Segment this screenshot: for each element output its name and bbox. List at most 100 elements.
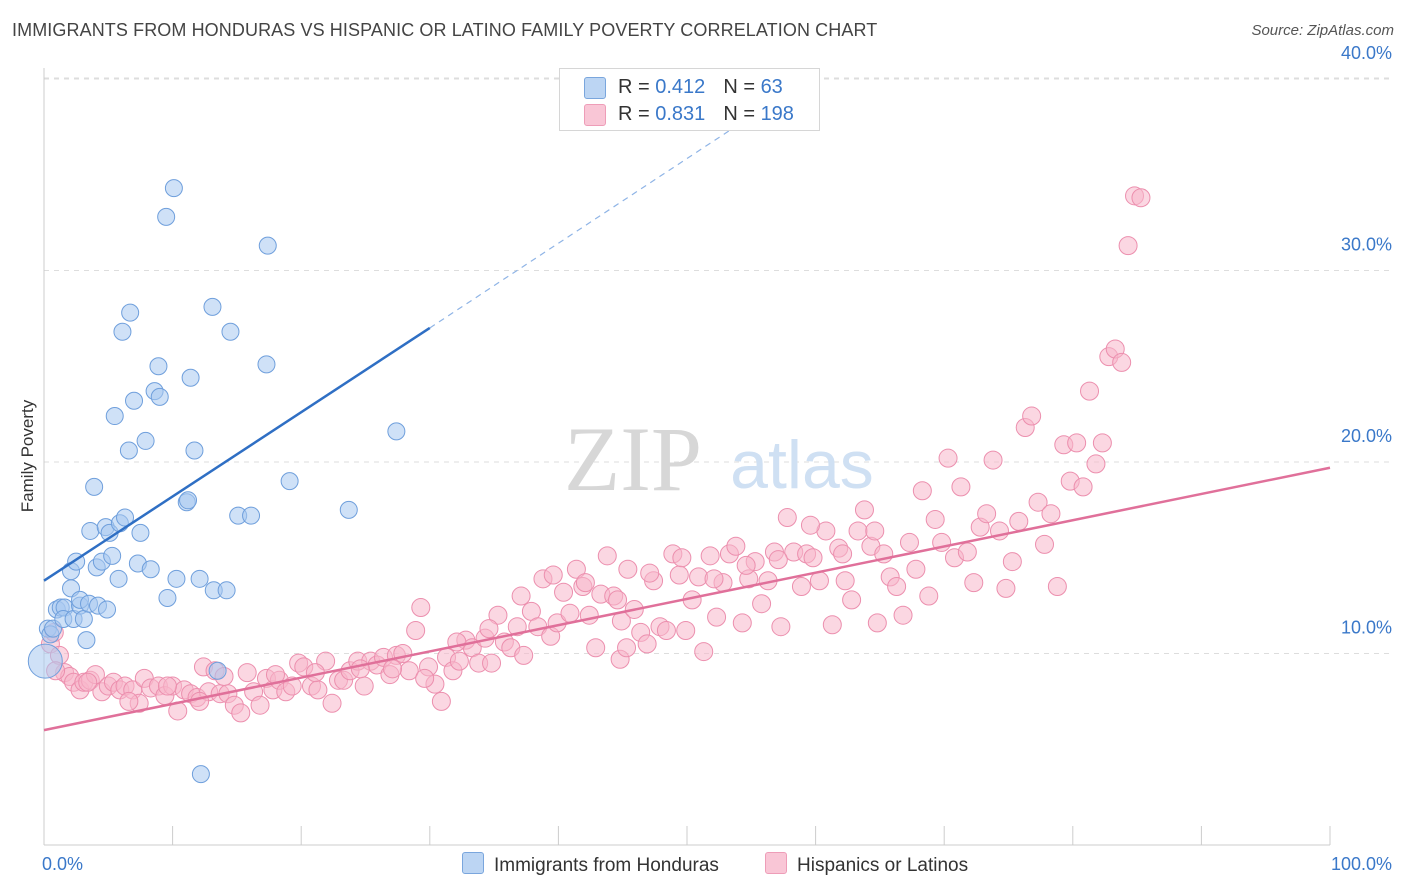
bottom-swatch-blue — [462, 852, 484, 874]
point-honduras — [27, 643, 63, 679]
point-hispanic — [822, 615, 842, 635]
point-hispanic — [560, 603, 580, 623]
point-hispanic — [791, 576, 811, 596]
point-hispanic — [1092, 433, 1112, 453]
point-hispanic — [736, 555, 756, 575]
trend-line-hispanic — [43, 466, 1331, 732]
point-hispanic — [983, 450, 1003, 470]
point-honduras — [150, 387, 169, 406]
point-hispanic — [752, 594, 772, 614]
point-hispanic — [1047, 576, 1067, 596]
point-hispanic — [1073, 477, 1093, 497]
point-hispanic — [1118, 236, 1138, 256]
watermark-zip: ZIP — [564, 408, 702, 510]
x-tick-label-min: 0.0% — [42, 854, 83, 874]
point-hispanic — [867, 613, 887, 633]
point-honduras — [116, 508, 135, 527]
point-hispanic — [865, 521, 885, 541]
legend-text-hispanic: R = 0.831 N = 198 — [618, 103, 794, 125]
point-hispanic — [925, 509, 945, 529]
grid-lines — [44, 77, 1392, 654]
point-hispanic — [322, 693, 342, 713]
point-hispanic — [157, 676, 177, 696]
point-honduras — [217, 581, 236, 600]
point-hispanic — [78, 672, 98, 692]
chart-title: IMMIGRANTS FROM HONDURAS VS HISPANIC OR … — [12, 20, 878, 40]
point-hispanic — [951, 477, 971, 497]
point-honduras — [105, 407, 124, 426]
point-hispanic — [1131, 188, 1151, 208]
point-honduras — [242, 506, 261, 525]
point-honduras — [167, 569, 186, 588]
point-hispanic — [771, 617, 791, 637]
point-hispanic — [669, 565, 689, 585]
point-hispanic — [656, 621, 676, 641]
point-honduras — [181, 368, 200, 387]
point-hispanic — [1086, 454, 1106, 474]
correlation-legend: R = 0.412 N = 63 R = 0.831 N = 198 — [559, 68, 820, 131]
point-hispanic — [350, 659, 370, 679]
point-hispanic — [250, 695, 270, 715]
point-hispanic — [833, 544, 853, 564]
point-honduras — [158, 588, 177, 607]
point-hispanic — [704, 569, 724, 589]
point-honduras — [257, 355, 276, 374]
point-hispanic — [640, 563, 660, 583]
bottom-legend-label-hispanic: Hispanics or Latinos — [797, 855, 969, 876]
point-honduras — [81, 521, 100, 540]
point-hispanic — [919, 586, 939, 606]
point-hispanic — [308, 680, 328, 700]
point-hispanic — [119, 691, 139, 711]
point-hispanic — [957, 542, 977, 562]
point-hispanic — [488, 605, 508, 625]
bottom-legend-label-honduras: Immigrants from Honduras — [494, 855, 719, 876]
point-honduras — [203, 297, 222, 316]
point-hispanic — [893, 605, 913, 625]
point-honduras — [98, 600, 117, 619]
point-hispanic — [800, 515, 820, 535]
point-honduras — [131, 523, 150, 542]
point-honduras — [74, 610, 93, 629]
point-hispanic — [906, 559, 926, 579]
point-hispanic — [1112, 352, 1132, 372]
point-hispanic — [618, 559, 638, 579]
point-hispanic — [514, 645, 534, 665]
legend-swatch-pink — [584, 104, 606, 126]
point-honduras — [387, 422, 406, 441]
point-honduras — [191, 765, 210, 784]
point-hispanic — [835, 571, 855, 591]
trend-line-honduras — [43, 326, 431, 582]
point-hispanic — [566, 559, 586, 579]
point-hispanic — [393, 644, 413, 663]
point-hispanic — [406, 621, 426, 641]
point-hispanic — [511, 586, 531, 606]
y-tick-label: 10.0% — [1341, 618, 1392, 638]
point-honduras — [149, 357, 168, 376]
point-honduras — [339, 500, 358, 519]
point-hispanic — [676, 621, 696, 641]
trend-line-honduras-extension — [429, 107, 765, 329]
point-hispanic — [912, 481, 932, 501]
legend-text-honduras: R = 0.412 N = 63 — [618, 76, 783, 98]
point-hispanic — [854, 500, 874, 520]
point-honduras — [109, 569, 128, 588]
point-hispanic — [597, 546, 617, 566]
point-hispanic — [977, 504, 997, 524]
point-hispanic — [777, 508, 797, 528]
point-hispanic — [1035, 534, 1055, 554]
point-hispanic — [543, 565, 563, 585]
point-hispanic — [848, 521, 868, 541]
bottom-legend-hispanic: Hispanics or Latinos — [765, 852, 968, 877]
y-axis-title: Family Poverty — [18, 399, 37, 512]
point-hispanic — [694, 642, 714, 662]
legend-swatch-blue — [584, 77, 606, 99]
watermark: ZIP atlas — [564, 408, 874, 510]
point-honduras — [280, 472, 299, 491]
axis-labels: 10.0% 20.0% 30.0% 40.0% 0.0% 100.0% Family Pov… — [18, 43, 1392, 874]
y-tick-label: 20.0% — [1341, 426, 1392, 446]
point-hispanic — [482, 653, 502, 673]
point-hispanic — [1080, 381, 1100, 401]
point-hispanic — [575, 573, 595, 593]
point-hispanic — [608, 590, 628, 610]
